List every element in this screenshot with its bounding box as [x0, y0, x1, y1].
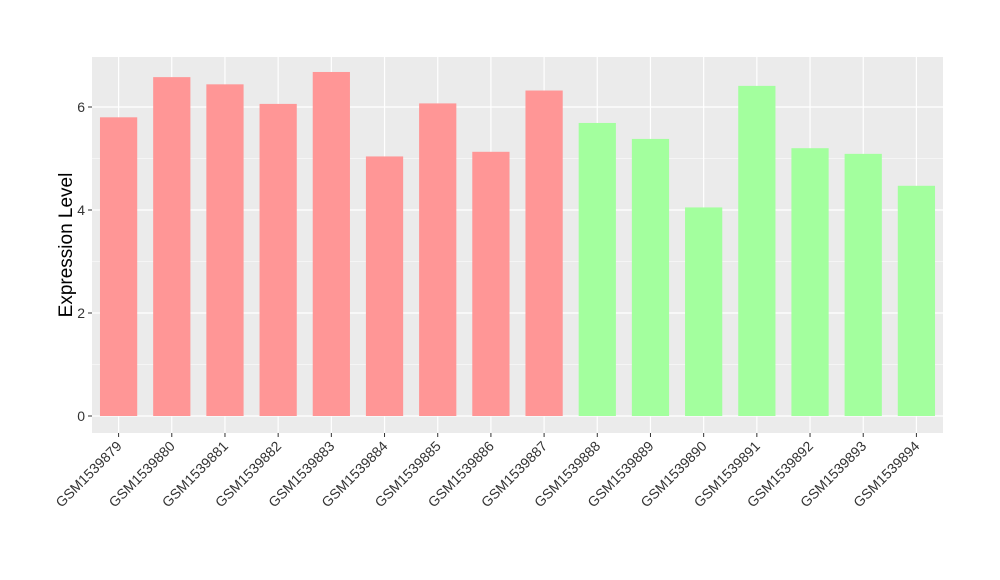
y-tick-label: 4	[77, 202, 85, 218]
y-axis-title: Expression Level	[56, 173, 77, 318]
y-tick-label: 2	[77, 305, 85, 321]
y-tick-label: 0	[77, 408, 85, 424]
bar-GSM1539882	[259, 103, 297, 416]
bar-GSM1539884	[365, 156, 404, 416]
bar-GSM1539894	[897, 185, 936, 416]
bar-GSM1539879	[99, 117, 138, 417]
x-axis: GSM1539879GSM1539880GSM1539881GSM1539882…	[52, 433, 923, 510]
y-tick-label: 6	[77, 99, 85, 115]
bar-GSM1539890	[685, 207, 723, 416]
y-axis: 0 2 4 6	[77, 99, 92, 424]
bar-GSM1539881	[206, 84, 244, 416]
bar-GSM1539893	[844, 153, 882, 417]
bar-GSM1539883	[312, 71, 350, 416]
bar-GSM1539889	[631, 138, 670, 416]
bar-GSM1539887	[525, 90, 563, 417]
bar-GSM1539888	[578, 122, 616, 416]
bars	[99, 71, 936, 417]
bar-GSM1539885	[419, 103, 457, 417]
bar-GSM1539886	[472, 151, 510, 416]
bar-GSM1539891	[738, 85, 776, 416]
bar-GSM1539880	[153, 77, 191, 416]
bar-GSM1539892	[791, 148, 829, 416]
